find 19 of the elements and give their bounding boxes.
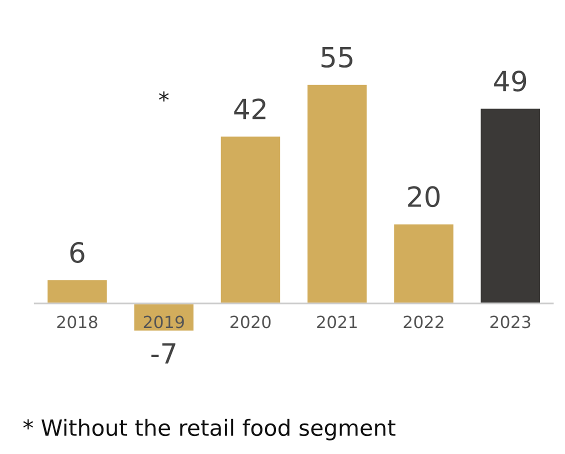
data-label: 6: [70, 242, 84, 263]
x-tick-label: 2021: [317, 316, 357, 328]
data-label: -7: [151, 343, 176, 364]
data-label: 20: [408, 186, 440, 208]
bar: [306, 83, 368, 304]
x-tick-label: 2020: [230, 316, 271, 328]
x-tick-label: 2018: [57, 316, 98, 328]
data-label: 55: [322, 47, 352, 68]
x-tick-label: 2023: [490, 316, 530, 328]
annotation: *: [158, 91, 169, 102]
text: * Without the retail food segment: [23, 418, 396, 440]
bar: [392, 222, 455, 304]
bar: [46, 278, 108, 304]
bar: [479, 107, 542, 304]
x-tick-label: 2019: [144, 316, 184, 328]
bar: [219, 135, 282, 304]
data-label: 49: [494, 70, 526, 92]
data-label: 42: [234, 98, 266, 120]
x-tick-label: 2022: [404, 316, 444, 328]
